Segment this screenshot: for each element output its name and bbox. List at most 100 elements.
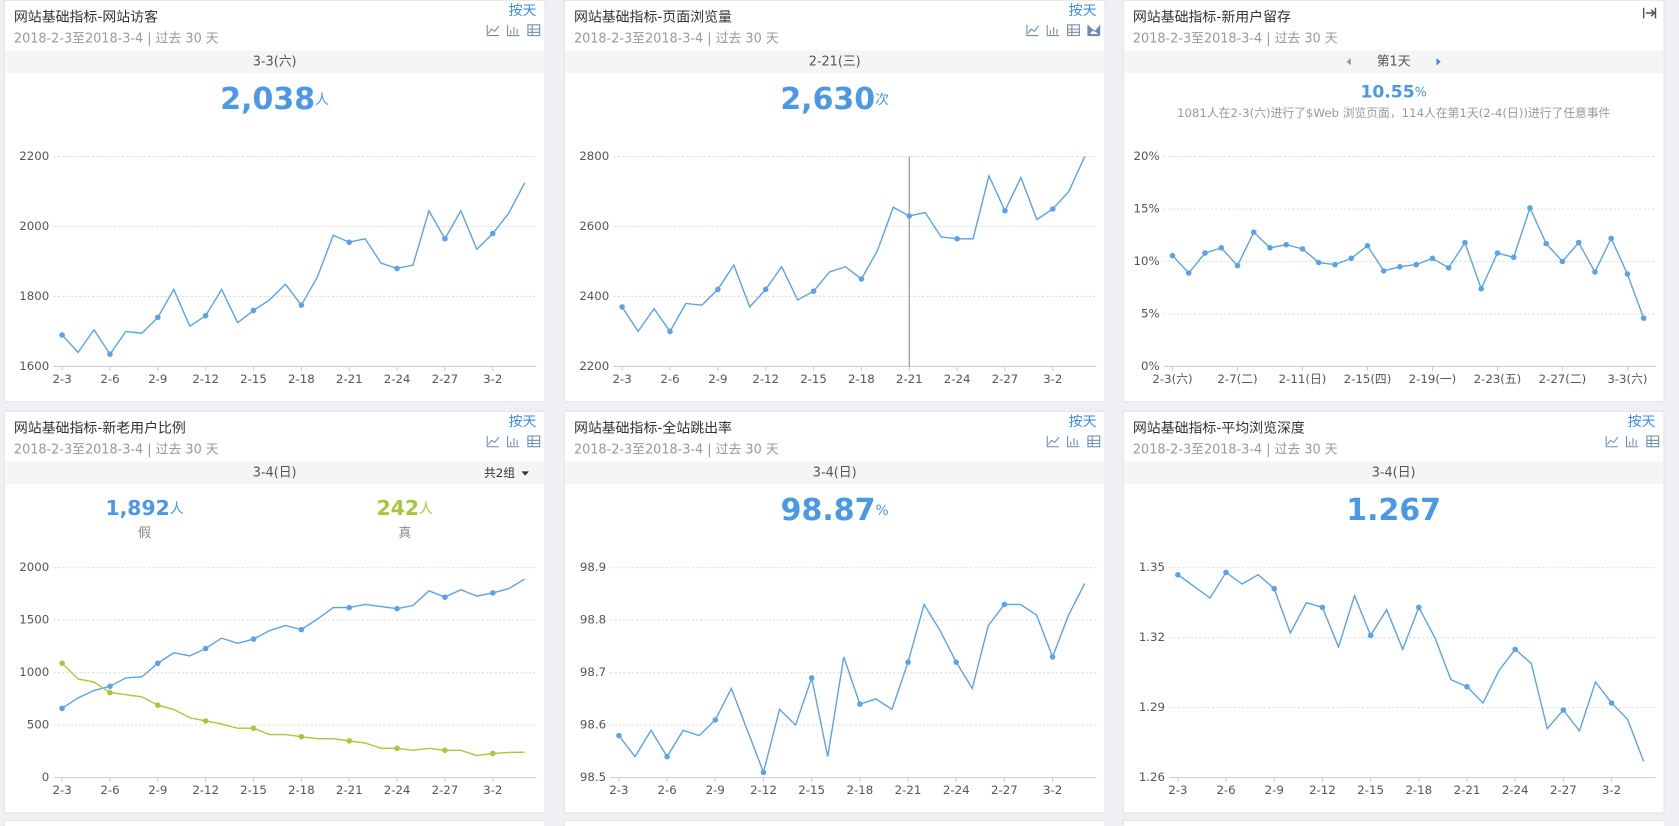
chart-icon — [507, 24, 520, 37]
point — [1001, 601, 1008, 608]
y-tick-label: 1500 — [19, 613, 49, 627]
y-tick-label: 2800 — [579, 149, 609, 163]
point — [1608, 235, 1614, 242]
highlight-number: 1,892 — [105, 496, 169, 520]
highlight-number: 2,630 — [780, 81, 875, 116]
point — [202, 312, 209, 319]
period-link[interactable]: 按天 — [1069, 414, 1097, 430]
icon-line — [1046, 436, 1060, 448]
header-text: 3-4(日) — [1372, 465, 1416, 480]
point — [1315, 259, 1322, 266]
x-tick-label: 2-6 — [1216, 783, 1235, 797]
icon-bar — [507, 24, 520, 37]
x-tick-label: 2-18 — [848, 372, 875, 386]
prev-arrow[interactable] — [1346, 58, 1351, 66]
highlight-number: 242 — [377, 496, 419, 520]
highlight-value: 10.55% — [1360, 82, 1426, 102]
period-link[interactable]: 按天 — [1628, 414, 1656, 430]
x-tick-label: 2-24 — [944, 372, 971, 386]
x-tick-label: 2-27 — [432, 783, 459, 797]
y-tick-label: 20% — [1134, 149, 1160, 163]
chart-icon — [1087, 24, 1101, 37]
x-tick-label: 2-3 — [613, 372, 632, 386]
y-tick-label: 0% — [1141, 359, 1160, 373]
point — [1218, 245, 1225, 251]
group-select[interactable]: 共2组 — [484, 466, 515, 480]
point — [107, 689, 113, 696]
x-tick-label: 3-2 — [483, 783, 502, 797]
x-tick-label: 2-21 — [336, 372, 363, 386]
y-tick-label: 10% — [1134, 254, 1160, 268]
point — [664, 753, 670, 760]
point — [155, 660, 161, 667]
point — [760, 769, 767, 776]
y-tick-label: 2400 — [579, 289, 609, 303]
header-text: 3-4(日) — [253, 465, 297, 480]
y-tick-label: 98.7 — [580, 665, 606, 679]
point — [1575, 239, 1582, 246]
point — [346, 604, 353, 611]
point — [1185, 270, 1192, 276]
point — [59, 660, 65, 667]
x-tick-label: 2-15 — [800, 372, 827, 386]
x-tick-label: 2-9 — [708, 372, 727, 386]
y-tick-label: 98.9 — [580, 560, 606, 574]
point — [1332, 261, 1338, 268]
x-tick-label: 3-2 — [1602, 783, 1621, 797]
x-tick-label: 2-24 — [384, 372, 411, 386]
x-tick-label: 2-18 — [846, 783, 873, 797]
icon-table — [1646, 435, 1660, 448]
highlight-unit: 次 — [875, 92, 889, 108]
header-text: 2-21(三) — [809, 54, 861, 69]
point — [298, 733, 305, 740]
chart-icon — [1625, 436, 1639, 448]
x-tick-label: 2-3 — [52, 783, 71, 797]
x-tick-label: 3-2 — [1043, 372, 1062, 386]
point — [298, 302, 305, 308]
chart-icon — [1067, 24, 1080, 37]
point — [858, 276, 865, 282]
point — [1445, 264, 1452, 271]
x-tick-label: 2-18 — [288, 372, 315, 386]
point — [155, 314, 161, 321]
y-tick-label: 1000 — [19, 665, 49, 679]
x-tick-label: 3-2 — [483, 372, 502, 386]
chart-icon — [527, 435, 541, 448]
series-line — [1172, 206, 1645, 319]
collapse-icon — [1642, 7, 1657, 19]
header-text: 第1天 — [1377, 54, 1411, 69]
point — [616, 732, 622, 739]
highlight-number: 98.87 — [781, 492, 876, 527]
x-tick-label: 2-27 — [1550, 783, 1577, 797]
point — [490, 750, 496, 757]
point — [1608, 700, 1615, 706]
highlight-unit: 人 — [419, 501, 433, 517]
point — [1380, 268, 1387, 274]
point — [442, 747, 448, 754]
next-arrow[interactable] — [1436, 58, 1441, 66]
x-tick-label: 2-21 — [336, 783, 363, 797]
point — [1367, 632, 1374, 639]
x-tick-label: 2-21 — [896, 372, 923, 386]
x-tick-label: 2-27(二) — [1539, 372, 1587, 386]
chart-icon — [527, 24, 541, 37]
period-link[interactable]: 按天 — [509, 3, 537, 19]
panel-title: 网站基础指标-新老用户比例 — [14, 420, 186, 437]
y-tick-label: 1.35 — [1139, 560, 1165, 574]
point — [1319, 604, 1326, 611]
point — [490, 230, 496, 237]
point — [1624, 271, 1631, 277]
period-link[interactable]: 按天 — [509, 414, 537, 430]
point — [1234, 262, 1241, 269]
period-link[interactable]: 按天 — [1069, 3, 1097, 19]
point — [1283, 241, 1290, 248]
icon-table-lines — [1067, 24, 1080, 36]
point — [954, 235, 960, 242]
point — [394, 605, 400, 612]
y-tick-label: 2000 — [19, 219, 49, 233]
x-tick-label: 2-24 — [943, 783, 970, 797]
highlight-unit: % — [875, 503, 888, 519]
icon-table — [1087, 435, 1101, 448]
point — [1175, 571, 1181, 578]
